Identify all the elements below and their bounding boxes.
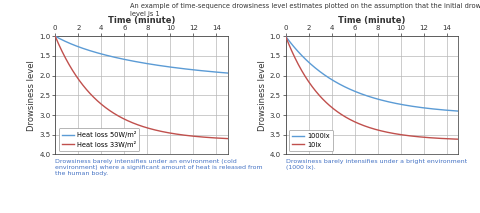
Text: Drowsiness barely intensifies under a bright environment
(1000 lx).: Drowsiness barely intensifies under a br… bbox=[286, 159, 467, 170]
Legend: Heat loss 50W/m², Heat loss 33W/m²: Heat loss 50W/m², Heat loss 33W/m² bbox=[59, 128, 139, 151]
Y-axis label: Drowsiness level: Drowsiness level bbox=[27, 60, 36, 131]
Legend: 1000lx, 10lx: 1000lx, 10lx bbox=[289, 130, 333, 151]
Y-axis label: Drowsiness level: Drowsiness level bbox=[258, 60, 267, 131]
Text: Drowsiness barely intensifies under an environment (cold
environment) where a si: Drowsiness barely intensifies under an e… bbox=[55, 159, 263, 177]
X-axis label: Time (minute): Time (minute) bbox=[338, 16, 406, 24]
Text: An example of time-sequence drowsiness level estimates plotted on the assumption: An example of time-sequence drowsiness l… bbox=[130, 3, 480, 17]
X-axis label: Time (minute): Time (minute) bbox=[108, 16, 175, 24]
